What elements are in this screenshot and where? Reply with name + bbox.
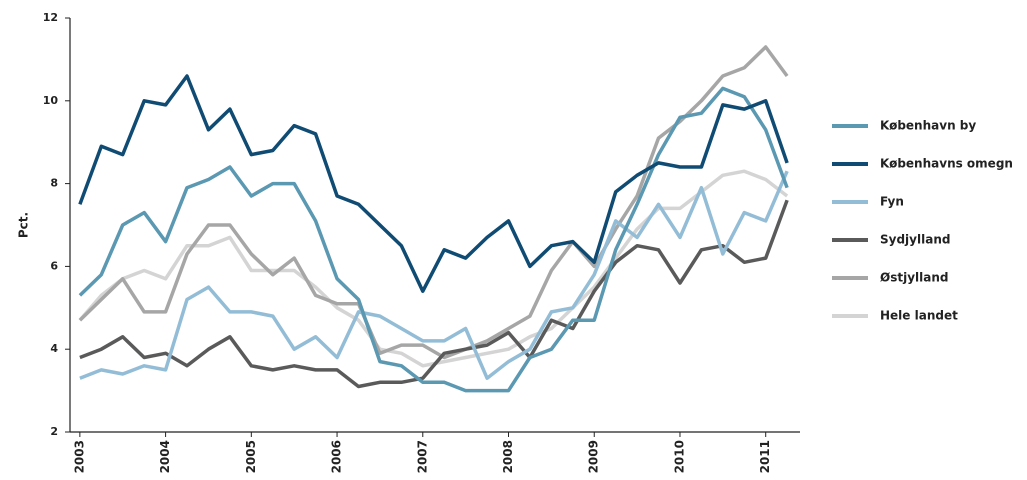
legend-label: Fyn [880,195,904,209]
x-tick-label: 2005 [244,440,258,473]
y-axis-label: Pct. [17,212,31,238]
y-tick-label: 12 [43,11,58,24]
y-tick-label: 2 [50,425,58,438]
x-tick-label: 2009 [587,440,601,473]
y-tick-label: 6 [50,259,58,272]
legend-label: Københavns omegn [880,157,1013,171]
series-line [78,86,789,393]
legend-label: Østjylland [880,271,948,285]
legend-label: København by [880,119,976,133]
series-line [78,74,789,293]
x-tick-label: 2004 [158,440,172,473]
legend-label: Sydjylland [880,233,950,247]
x-tick-label: 2003 [72,440,86,473]
y-tick-label: 10 [43,94,59,107]
series-line [79,170,789,380]
y-tick-label: 8 [50,177,58,190]
series-line [79,199,789,389]
y-tick-label: 4 [50,342,58,355]
x-tick-label: 2007 [415,440,429,473]
x-tick-label: 2006 [330,440,344,473]
x-tick-label: 2008 [501,440,515,473]
x-tick-label: 2010 [672,440,686,473]
legend-label: Hele landet [880,309,958,323]
series-line [78,45,789,360]
x-tick-label: 2011 [758,440,772,473]
